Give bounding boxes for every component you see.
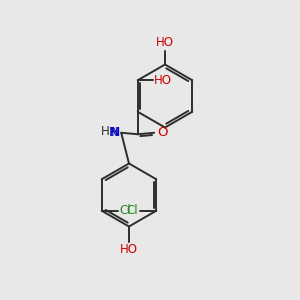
Text: H: H: [110, 126, 119, 139]
Text: Cl: Cl: [127, 204, 138, 217]
Text: Cl: Cl: [120, 204, 131, 217]
Text: N: N: [110, 126, 120, 139]
Text: HO: HO: [154, 74, 172, 87]
Text: N: N: [109, 126, 119, 139]
Text: HO: HO: [120, 243, 138, 256]
Text: O: O: [157, 126, 168, 139]
Text: HO: HO: [156, 37, 174, 50]
Text: H: H: [101, 125, 110, 138]
